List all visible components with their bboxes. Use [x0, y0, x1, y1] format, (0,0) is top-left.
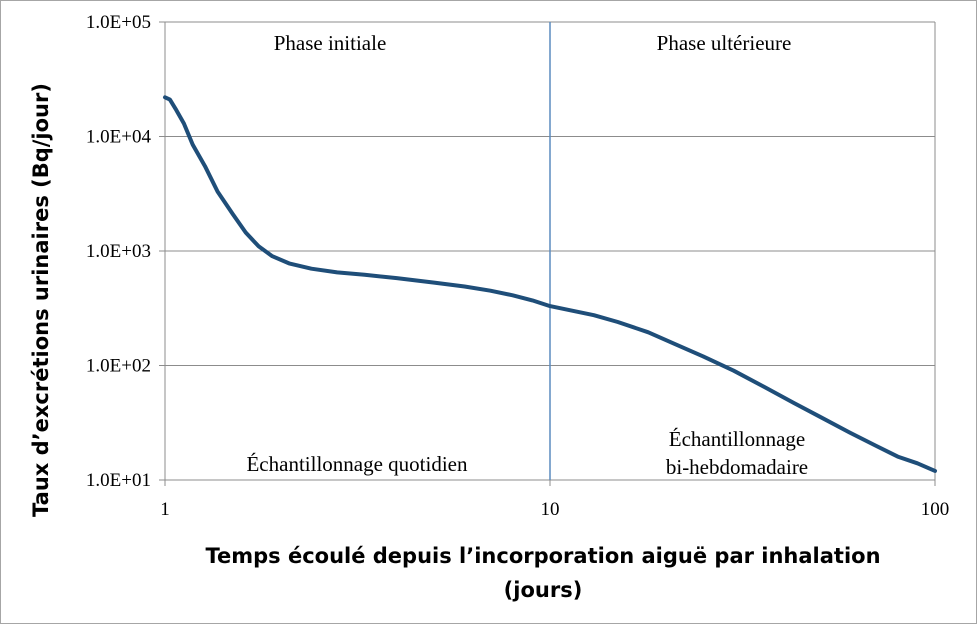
y-axis-title: Taux d’excrétions urinaires (Bq/jour) — [29, 83, 53, 517]
y-tick-label: 1.0E+03 — [86, 241, 151, 262]
annotation-phase-ulterieure: Phase ultérieure — [657, 31, 792, 55]
y-tick-label: 1.0E+01 — [86, 470, 151, 491]
annotation-echantillonnage-bihebdo-line1: Échantillonnage — [669, 427, 805, 451]
x-axis-title-line1: Temps écoulé depuis l’incorporation aigu… — [205, 544, 880, 568]
x-tick-label: 1 — [160, 499, 170, 520]
y-tick-labels: 1.0E+01 1.0E+02 1.0E+03 1.0E+04 1.0E+05 — [86, 12, 152, 491]
x-tick-label: 10 — [541, 499, 560, 520]
x-tick-labels: 1 10 100 — [160, 499, 949, 520]
y-tick-label: 1.0E+05 — [86, 12, 151, 33]
y-tick-label: 1.0E+02 — [86, 356, 151, 377]
annotation-phase-initiale: Phase initiale — [274, 31, 387, 55]
series-line-excretion — [163, 95, 937, 473]
annotation-echantillonnage-quotidien: Échantillonnage quotidien — [246, 452, 468, 476]
y-tick-label: 1.0E+04 — [86, 127, 152, 148]
x-axis-title-line2: (jours) — [504, 578, 583, 602]
x-tick-label: 100 — [921, 499, 950, 520]
series-group — [163, 95, 937, 473]
annotation-echantillonnage-bihebdo-line2: bi-hebdomadaire — [666, 455, 808, 479]
